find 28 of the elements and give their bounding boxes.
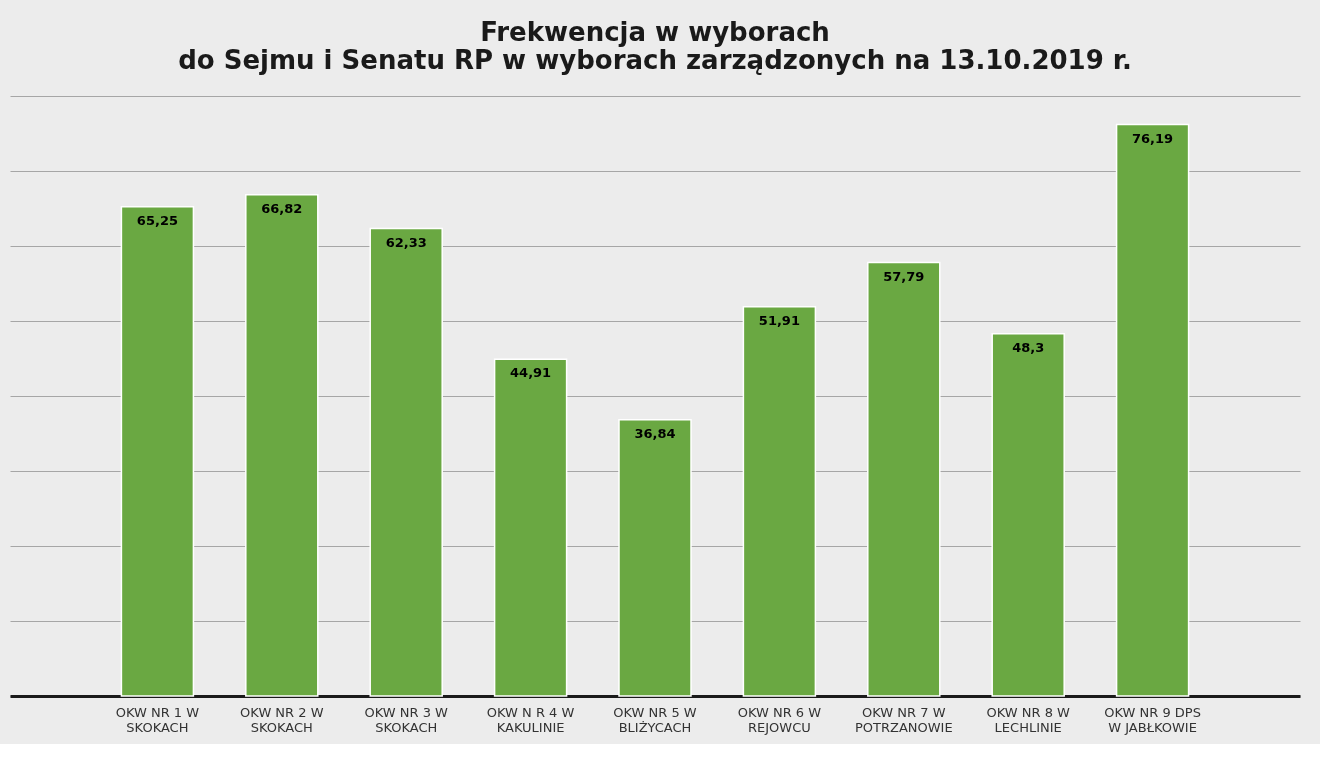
bar	[742, 305, 817, 697]
bar	[120, 205, 195, 697]
x-tick-label: OKW NR 1 W SKOKACH	[115, 704, 200, 735]
x-tick-label: OKW NR 3 W SKOKACH	[364, 704, 449, 735]
bar	[618, 418, 692, 697]
x-tick-label: OKW NR 8 W LECHLINIE	[986, 704, 1071, 735]
bar	[245, 194, 319, 697]
bar	[991, 333, 1065, 697]
x-tick-label: OKW N R 4 W KAKULINIE	[486, 704, 575, 735]
data-label: 44,91	[510, 365, 552, 381]
data-label: 62,33	[385, 234, 427, 250]
data-label: 48,3	[1012, 339, 1045, 355]
x-tick-label: OKW NR 6 W REJOWCU	[737, 704, 822, 735]
bar	[369, 227, 443, 697]
bar	[867, 261, 941, 697]
data-label: 36,84	[634, 425, 676, 441]
text: Frekwencja w wyborach	[480, 17, 830, 47]
data-label: 76,19	[1132, 130, 1174, 146]
data-label: 51,91	[758, 312, 800, 328]
bar	[1115, 123, 1190, 697]
x-tick-label: OKW NR 5 W BLIŻYCACH	[613, 704, 697, 735]
x-tick-label: OKW NR 2 W SKOKACH	[240, 704, 324, 735]
bar	[493, 358, 568, 697]
data-label: 66,82	[261, 200, 303, 216]
data-label: 65,25	[136, 212, 178, 228]
data-label: 57,79	[883, 268, 925, 284]
x-tick-label: OKW NR 7 W POTRZANOWIE	[854, 704, 953, 735]
x-tick-label: OKW NR 9 DPS W JABŁKOWIE	[1104, 704, 1201, 735]
